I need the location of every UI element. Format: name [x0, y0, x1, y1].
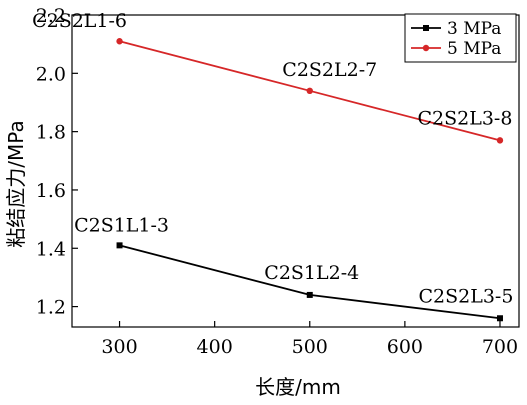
data-point: [116, 38, 123, 45]
plot-border: [71, 14, 520, 328]
y-tick-label: 1.4: [36, 238, 66, 260]
x-tick-label: 600: [387, 336, 423, 358]
y-axis-label: 粘结应力/MPa: [4, 120, 28, 247]
y-tick-label: 2.2: [36, 5, 66, 27]
point-label: C2S2L2-7: [282, 59, 377, 81]
x-tick-label: 500: [292, 336, 328, 358]
y-tick-label: 1.8: [36, 122, 66, 144]
y-tick-label: 2.0: [36, 63, 66, 85]
legend-marker: [423, 25, 429, 31]
x-axis-ticks: 300 400 500 600 700: [101, 321, 518, 358]
x-tick-label: 400: [197, 336, 233, 358]
series-layer: [116, 38, 504, 322]
x-tick-label: 300: [101, 336, 137, 358]
plot-frame: [71, 14, 520, 328]
point-label: C2S1L2-4: [264, 262, 359, 284]
y-axis-ticks: 1.2 1.4 1.6 1.8 2.0 2.2: [36, 5, 78, 319]
data-point: [306, 291, 313, 298]
legend-marker: [422, 44, 430, 52]
x-axis-label: 长度/mm: [255, 375, 341, 399]
legend-label: 5 MPa: [447, 39, 501, 59]
data-point: [496, 315, 503, 322]
y-tick-label: 1.6: [36, 180, 66, 202]
point-label: C2S2L3-5: [419, 285, 514, 307]
legend-box: [404, 13, 517, 63]
point-label: C2S2L1-6: [32, 10, 127, 32]
data-point: [116, 242, 123, 249]
point-labels: C2S1L1-3 C2S1L2-4 C2S2L3-5 C2S2L1-6 C2S2L2-7…: [32, 10, 513, 307]
point-label: C2S1L1-3: [74, 214, 169, 236]
y-tick-label: 1.2: [36, 297, 66, 319]
data-point: [306, 87, 313, 95]
legend-label: 3 MPa: [447, 19, 501, 39]
point-label: C2S2L3-8: [418, 107, 513, 129]
x-tick-label: 700: [482, 336, 518, 358]
data-point: [496, 137, 504, 144]
